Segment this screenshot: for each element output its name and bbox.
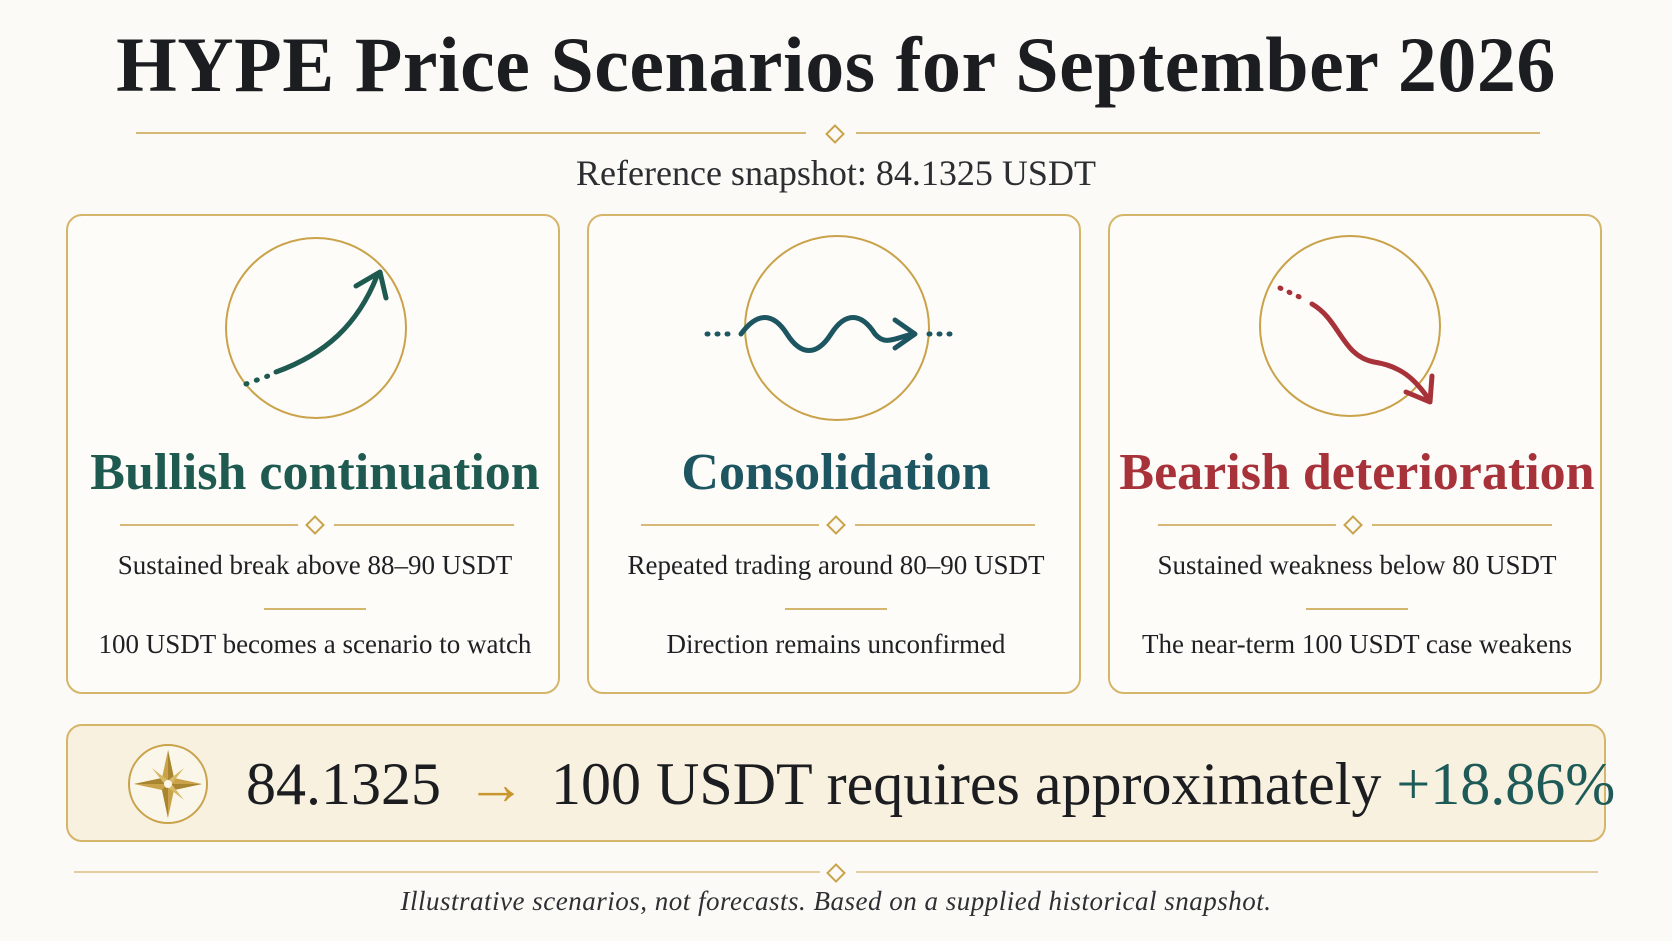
target-calculation-banner: 84.1325 → 100 USDT requires approximatel… — [66, 724, 1615, 842]
title-divider-left — [136, 132, 806, 134]
diamond-ornament-icon — [305, 515, 325, 535]
scenario-heading: Consolidation — [681, 444, 991, 501]
required-change: +18.86% — [1396, 751, 1616, 817]
scenario-implication: 100 USDT becomes a scenario to watch — [98, 629, 532, 659]
heading-divider — [334, 524, 514, 526]
scenario-card-bullish: Bullish continuation Sustained break abo… — [66, 214, 560, 694]
scenario-heading: Bearish deterioration — [1119, 444, 1595, 501]
diamond-ornament-icon — [825, 124, 845, 144]
heading-divider — [120, 524, 298, 526]
downward-curve-arrow-icon — [1259, 235, 1441, 417]
diamond-ornament-icon — [826, 515, 846, 535]
diamond-ornament-icon — [826, 863, 846, 883]
scenario-condition: Repeated trading around 80–90 USDT — [627, 550, 1045, 580]
footer-divider-left — [74, 871, 820, 873]
disclaimer-footnote: Illustrative scenarios, not forecasts. B… — [400, 886, 1272, 916]
arrow-right-icon: → — [466, 751, 526, 817]
page-title: HYPE Price Scenarios for September 2026 — [116, 21, 1556, 108]
heading-divider — [641, 524, 819, 526]
reference-price: 84.1325 — [246, 751, 441, 817]
heading-divider — [855, 524, 1035, 526]
compass-star-icon — [128, 744, 208, 824]
scenario-implication: Direction remains unconfirmed — [666, 629, 1006, 659]
target-calculation-text: 84.1325 → 100 USDT requires approximatel… — [246, 748, 1615, 820]
scenario-card-bearish: Bearish deterioration Sustained weakness… — [1108, 214, 1602, 694]
heading-divider — [1158, 524, 1336, 526]
scenario-card-consolidation: Consolidation Repeated trading around 80… — [587, 214, 1081, 694]
heading-divider — [1372, 524, 1552, 526]
title-divider-right — [856, 132, 1540, 134]
sideways-wave-arrow-icon — [704, 235, 962, 421]
text-separator — [1306, 608, 1408, 610]
diamond-ornament-icon — [1343, 515, 1363, 535]
upward-curve-arrow-icon — [225, 237, 407, 419]
reference-snapshot: Reference snapshot: 84.1325 USDT — [576, 153, 1096, 193]
scenario-condition: Sustained weakness below 80 USDT — [1157, 550, 1557, 580]
text-separator — [785, 608, 887, 610]
footer-divider-right — [856, 871, 1598, 873]
scenario-condition: Sustained break above 88–90 USDT — [117, 550, 513, 580]
text-separator — [264, 608, 366, 610]
scenario-heading: Bullish continuation — [90, 444, 540, 501]
target-description: 100 USDT requires approximately — [551, 751, 1382, 817]
scenario-implication: The near-term 100 USDT case weakens — [1141, 629, 1573, 659]
